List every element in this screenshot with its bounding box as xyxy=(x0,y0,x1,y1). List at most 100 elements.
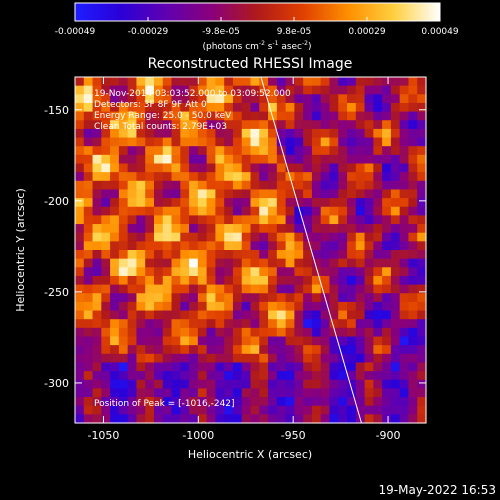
heatmap-cell xyxy=(110,154,120,165)
heatmap-cell xyxy=(250,120,260,130)
heatmap-cell xyxy=(259,301,269,312)
heatmap-cell xyxy=(285,241,295,251)
heatmap-cell xyxy=(399,353,410,364)
heatmap-cell xyxy=(206,189,216,199)
heatmap-cell xyxy=(347,397,357,407)
heatmap-cell xyxy=(136,120,146,130)
heatmap-cell xyxy=(268,172,278,182)
heatmap-cell xyxy=(364,319,374,329)
heatmap-cell xyxy=(329,414,339,424)
heatmap-cell xyxy=(338,189,348,199)
heatmap-cell xyxy=(215,275,225,286)
heatmap-cell xyxy=(180,414,190,424)
heatmap-cell xyxy=(224,154,234,165)
heatmap-cell xyxy=(347,336,357,346)
heatmap-cell xyxy=(153,111,164,121)
heatmap-cell xyxy=(189,275,199,286)
heatmap-cell xyxy=(232,405,243,415)
heatmap-cell xyxy=(303,120,313,130)
heatmap-cell xyxy=(171,414,181,424)
heatmap-cell xyxy=(311,379,322,389)
heatmap-cell xyxy=(382,345,392,355)
heatmap-cell xyxy=(127,198,138,208)
heatmap-cell xyxy=(153,128,164,139)
heatmap-cell xyxy=(110,85,120,95)
heatmap-cell xyxy=(180,206,190,216)
heatmap-cell xyxy=(285,293,295,303)
heatmap-cell xyxy=(259,172,269,182)
heatmap-cell xyxy=(75,241,85,251)
heatmap-cell xyxy=(83,128,94,139)
heatmap-cell xyxy=(250,241,260,251)
heatmap-cell xyxy=(92,250,102,260)
heatmap-cell xyxy=(364,310,374,320)
heatmap-cell xyxy=(303,137,313,147)
heatmap-cell xyxy=(294,85,304,95)
annotation-block: 19-Nov-2014 03:03:52.000 to 03:09:52.000… xyxy=(94,89,291,132)
heatmap-cell xyxy=(285,310,295,320)
heatmap-cell xyxy=(355,94,366,104)
heatmap-cell xyxy=(355,327,366,338)
heatmap-cell xyxy=(303,224,313,234)
heatmap-cell xyxy=(311,301,322,312)
heatmap-cell xyxy=(399,215,410,225)
heatmap-cell xyxy=(355,206,366,216)
heatmap-cell xyxy=(399,85,410,95)
heatmap-cell xyxy=(241,224,252,234)
heatmap-cell xyxy=(206,111,216,121)
heatmap-cell xyxy=(171,137,181,147)
heatmap-cell xyxy=(241,163,252,173)
heatmap-cell xyxy=(311,128,322,139)
heatmap-cell xyxy=(373,241,383,251)
heatmap-cell xyxy=(127,319,138,329)
heatmap-cell xyxy=(338,250,348,260)
heatmap-cell xyxy=(197,345,208,355)
heatmap-cell xyxy=(136,362,146,372)
heatmap-cell xyxy=(250,198,260,208)
heatmap-cell xyxy=(136,198,146,208)
heatmap-cell xyxy=(162,379,173,389)
heatmap-cell xyxy=(276,224,287,234)
heatmap-cell xyxy=(153,137,164,147)
heatmap-cell xyxy=(399,154,410,165)
heatmap-cell xyxy=(382,102,392,113)
heatmap-cell xyxy=(294,215,304,225)
heatmap-cell xyxy=(92,310,102,320)
heatmap-cell xyxy=(285,319,295,329)
heatmap-cell xyxy=(311,362,322,372)
heatmap-cell xyxy=(329,154,339,165)
heatmap-cell xyxy=(320,215,331,225)
heatmap-cell xyxy=(127,172,138,182)
heatmap-cell xyxy=(224,327,234,338)
heatmap-cell xyxy=(338,94,348,104)
y-tick-label: -250 xyxy=(44,286,69,299)
heatmap-cell xyxy=(197,275,208,286)
heatmap-cell xyxy=(399,128,410,139)
heatmap-cell xyxy=(355,128,366,139)
heatmap-cell xyxy=(250,397,260,407)
heatmap-cell xyxy=(127,284,138,294)
heatmap-cell xyxy=(127,232,138,242)
heatmap-cell xyxy=(83,137,94,147)
heatmap-cell xyxy=(303,371,313,381)
heatmap-cell xyxy=(294,224,304,234)
heatmap-cell xyxy=(197,189,208,199)
heatmap-cell xyxy=(417,154,427,165)
heatmap-cell xyxy=(92,388,102,398)
heatmap-cell xyxy=(373,345,383,355)
heatmap-cell xyxy=(136,379,146,389)
heatmap-cell xyxy=(390,267,401,277)
heatmap-cell xyxy=(373,128,383,139)
heatmap-cell xyxy=(276,77,287,87)
heatmap-cell xyxy=(180,224,190,234)
heatmap-cell xyxy=(382,414,392,424)
heatmap-cell xyxy=(347,327,357,338)
heatmap-cell xyxy=(110,224,120,234)
heatmap-cell xyxy=(417,163,427,173)
heatmap-cell xyxy=(329,319,339,329)
heatmap-cell xyxy=(189,310,199,320)
heatmap-cell xyxy=(382,85,392,95)
heatmap-cell xyxy=(171,206,181,216)
heatmap-cell xyxy=(162,250,173,260)
heatmap-cell xyxy=(145,94,155,104)
